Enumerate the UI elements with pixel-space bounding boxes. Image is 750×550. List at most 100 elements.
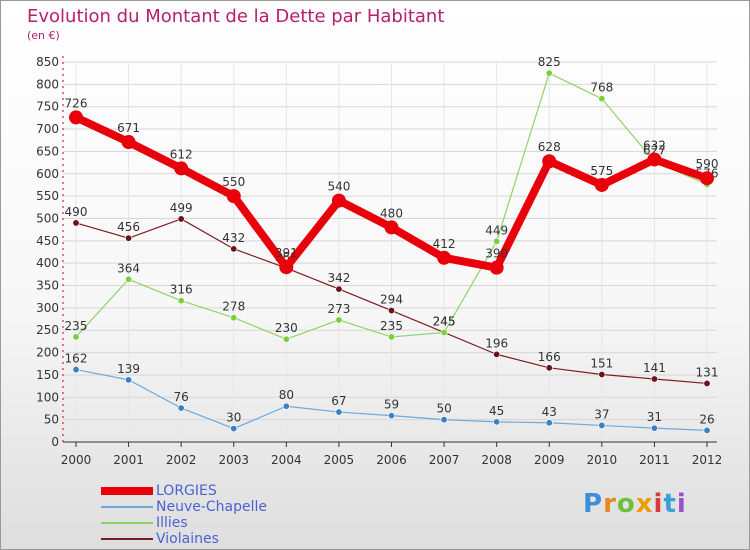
y-tick-label: 250 — [36, 323, 59, 337]
data-label: 575 — [590, 164, 613, 178]
data-label: 449 — [485, 223, 508, 237]
chart-subtitle: (en €) — [27, 29, 60, 42]
data-point — [177, 404, 185, 412]
y-tick-label: 750 — [36, 100, 59, 114]
legend-swatch-lorgies — [101, 487, 153, 495]
y-tick-label: 200 — [36, 346, 59, 360]
proxiti-logo: Proxiti — [583, 489, 687, 519]
legend-label-violaines: Violaines — [156, 531, 219, 547]
y-tick-label: 850 — [36, 55, 59, 69]
data-point — [387, 412, 395, 420]
x-tick-label: 2012 — [692, 453, 723, 467]
legend-label-illies: Illies — [156, 515, 188, 531]
data-label: 59 — [384, 398, 399, 412]
logo-letter: i — [676, 489, 687, 519]
logo-letter: x — [635, 489, 654, 519]
data-point — [177, 297, 185, 305]
y-tick-label: 550 — [36, 189, 59, 203]
data-point — [440, 416, 448, 424]
x-tick-label: 2010 — [587, 453, 618, 467]
data-label: 245 — [433, 314, 456, 328]
data-label: 390 — [485, 247, 508, 261]
data-point — [226, 189, 241, 204]
data-point — [598, 370, 606, 378]
data-point — [331, 193, 346, 208]
y-tick-label: 300 — [36, 301, 59, 315]
data-point — [72, 219, 80, 227]
data-label: 278 — [222, 300, 245, 314]
data-label: 825 — [538, 55, 561, 69]
data-point — [545, 419, 553, 427]
legend-label-neuve-chapelle: Neuve-Chapelle — [156, 499, 268, 515]
data-point — [72, 366, 80, 374]
x-tick-label: 2011 — [639, 453, 670, 467]
data-label: 726 — [65, 96, 88, 110]
data-point — [545, 364, 553, 372]
y-tick-label: 500 — [36, 211, 59, 225]
data-point — [282, 335, 290, 343]
logo-letter: t — [663, 489, 677, 519]
logo-letter: r — [603, 489, 617, 519]
y-tick-label: 150 — [36, 368, 59, 382]
data-label: 151 — [590, 356, 613, 370]
x-tick-label: 2006 — [376, 453, 407, 467]
data-label: 162 — [65, 352, 88, 366]
data-point — [493, 350, 501, 358]
data-point — [440, 328, 448, 336]
y-tick-label: 400 — [36, 256, 59, 270]
data-point — [230, 245, 238, 253]
data-point — [230, 314, 238, 322]
legend-swatch-illies — [101, 522, 153, 524]
data-label: 196 — [485, 336, 508, 350]
data-point — [69, 110, 83, 125]
data-point — [594, 177, 609, 192]
x-tick-label: 2003 — [218, 453, 249, 467]
data-label: 67 — [331, 394, 346, 408]
data-point — [542, 154, 557, 169]
data-label: 550 — [222, 175, 245, 189]
data-label: 131 — [696, 365, 719, 379]
data-point — [703, 379, 711, 387]
data-label: 412 — [433, 237, 456, 251]
data-label: 316 — [170, 283, 193, 297]
y-tick-label: 650 — [36, 144, 59, 158]
data-label: 45 — [489, 404, 504, 418]
data-label: 768 — [590, 81, 613, 95]
x-tick-label: 2000 — [61, 453, 92, 467]
data-point — [598, 421, 606, 429]
data-point — [703, 426, 711, 434]
legend-swatch-violaines — [101, 538, 153, 540]
data-label: 540 — [327, 180, 350, 194]
data-point — [598, 95, 606, 103]
data-label: 456 — [117, 220, 140, 234]
data-label: 364 — [117, 261, 140, 275]
data-label: 50 — [436, 402, 451, 416]
data-point — [647, 152, 662, 167]
data-point — [650, 375, 658, 383]
data-point — [125, 275, 133, 283]
data-point — [125, 376, 133, 384]
data-point — [230, 425, 238, 433]
x-tick-label: 2007 — [429, 453, 460, 467]
data-label: 230 — [275, 321, 298, 335]
x-tick-label: 2009 — [534, 453, 565, 467]
data-label: 632 — [643, 138, 666, 152]
data-point — [279, 260, 294, 275]
y-tick-label: 350 — [36, 279, 59, 293]
data-label: 43 — [542, 405, 557, 419]
legend-label-lorgies: LORGIES — [156, 483, 217, 499]
logo-letter: o — [616, 489, 636, 519]
data-label: 628 — [538, 140, 561, 154]
data-label: 612 — [170, 147, 193, 161]
data-point — [545, 69, 553, 77]
data-point — [650, 424, 658, 432]
y-tick-label: 100 — [36, 390, 59, 404]
data-label: 590 — [696, 157, 719, 171]
data-label: 235 — [65, 319, 88, 333]
data-point — [489, 260, 504, 275]
x-tick-label: 2005 — [324, 453, 355, 467]
data-point — [125, 234, 133, 242]
y-tick-label: 800 — [36, 77, 59, 91]
data-label: 432 — [222, 231, 245, 245]
